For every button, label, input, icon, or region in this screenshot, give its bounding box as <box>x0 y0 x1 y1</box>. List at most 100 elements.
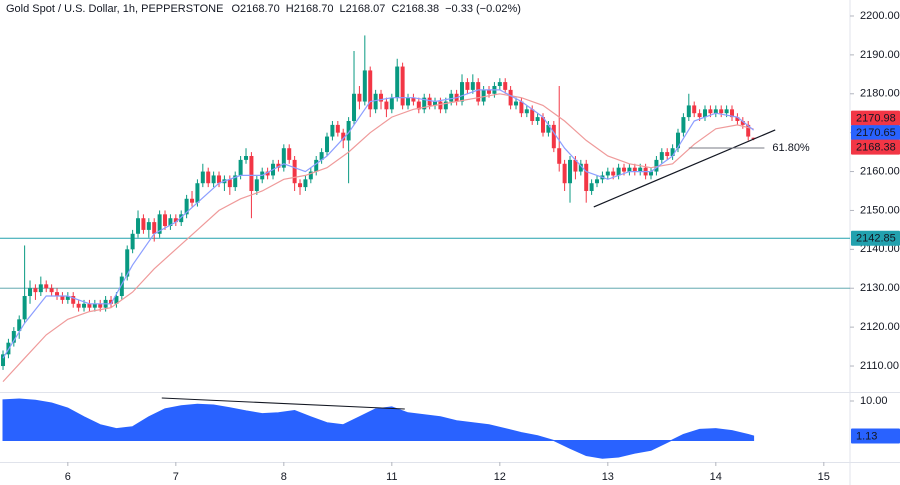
candle-body <box>173 218 178 223</box>
candle-body <box>335 124 340 133</box>
ohlc-label: L2168.07 <box>340 3 386 15</box>
candle-body <box>595 179 600 184</box>
candle-body <box>735 117 740 121</box>
candle-body <box>530 109 535 121</box>
candle-body <box>551 124 556 149</box>
candle-body <box>195 183 200 203</box>
candle-body <box>632 167 637 172</box>
candle-body <box>146 222 151 230</box>
candle-body <box>319 152 324 160</box>
candle-body <box>730 109 735 118</box>
candle-body <box>703 109 708 118</box>
candle-body <box>578 163 583 172</box>
candle-body <box>443 101 448 110</box>
candle-body <box>568 159 573 184</box>
candle-body <box>190 198 195 203</box>
candle-body <box>206 171 211 184</box>
candle-body <box>460 82 465 102</box>
candle-body <box>686 105 691 118</box>
candle-body <box>254 179 259 192</box>
candle-body <box>281 148 286 168</box>
candle-body <box>746 124 751 137</box>
candle-body <box>87 303 92 308</box>
candle-body <box>535 117 540 121</box>
candle-body <box>476 82 481 102</box>
candle-body <box>163 214 168 227</box>
indicator-last-tag-box <box>851 428 900 444</box>
candle-body <box>524 109 529 114</box>
ma-last-tag-box <box>851 125 900 141</box>
candle-body <box>38 284 43 293</box>
candle-body <box>92 303 97 308</box>
candle-body <box>465 82 470 90</box>
candle-body <box>487 89 492 94</box>
candle-body <box>681 117 686 133</box>
y-tick-label: 2110.00 <box>860 360 899 372</box>
candle-body <box>708 109 713 114</box>
candle-body <box>719 109 724 114</box>
candle-body <box>395 66 400 98</box>
candle-body <box>33 288 38 293</box>
candle-body <box>298 183 303 188</box>
candle-body <box>341 132 346 141</box>
candle-body <box>346 120 351 141</box>
candle-body <box>109 299 114 304</box>
ma-last-tag: 2170.98 <box>856 113 896 125</box>
candle-body <box>697 113 702 118</box>
moving-average-line <box>2 93 754 383</box>
candle-body <box>11 331 16 343</box>
x-tick-label: 11 <box>386 471 397 483</box>
trendline <box>593 129 776 208</box>
candle-body <box>368 70 373 110</box>
candle-body <box>406 97 411 106</box>
candle-body <box>136 218 141 234</box>
candle-body <box>470 82 475 90</box>
candle-body <box>233 175 238 188</box>
candle-body <box>433 101 438 106</box>
candle-body <box>519 101 524 114</box>
x-tick-label: 6 <box>65 471 71 483</box>
candle-body <box>1 354 6 367</box>
candle-body <box>557 148 562 164</box>
x-tick-label: 15 <box>818 471 830 483</box>
candle-body <box>76 303 81 308</box>
candle-body <box>411 97 416 102</box>
candle-body <box>352 93 357 121</box>
candle-body <box>389 97 394 110</box>
candle-body <box>665 152 670 156</box>
legend-header: Gold Spot / U.S. Dollar, 1h, PEPPERSTONE <box>6 3 223 15</box>
candle-body <box>49 288 54 293</box>
candle-body <box>217 175 222 184</box>
x-tick-label: 13 <box>602 471 614 483</box>
candle-body <box>244 155 249 160</box>
candle-body <box>65 296 70 300</box>
ma-last-tag-box <box>851 110 900 126</box>
fib-label: 61.80% <box>772 142 810 154</box>
candle-body <box>114 296 119 304</box>
candle-body <box>362 70 367 102</box>
indicator-y-tick-label: 10.00 <box>860 395 888 407</box>
candle-body <box>638 167 643 172</box>
x-tick-label: 12 <box>494 471 506 483</box>
change-label: −0.33 (−0.02%) <box>445 3 521 15</box>
candle-body <box>659 152 664 160</box>
candle-body <box>416 101 421 110</box>
candle-body <box>562 163 567 184</box>
candle-body <box>589 183 594 192</box>
y-tick-label: 2180.00 <box>860 88 900 100</box>
candle-body <box>605 171 610 176</box>
y-tick-label: 2160.00 <box>860 165 900 177</box>
candle-body <box>546 124 551 133</box>
level-tag-box <box>851 230 900 246</box>
ma-last-tag: 2170.65 <box>856 127 896 139</box>
candle-body <box>379 93 384 102</box>
candle-body <box>125 249 130 277</box>
candle-body <box>384 101 389 110</box>
candle-body <box>616 167 621 176</box>
candle-body <box>249 155 254 192</box>
candle-body <box>119 276 124 297</box>
candle-body <box>308 171 313 180</box>
candle-body <box>622 167 627 172</box>
